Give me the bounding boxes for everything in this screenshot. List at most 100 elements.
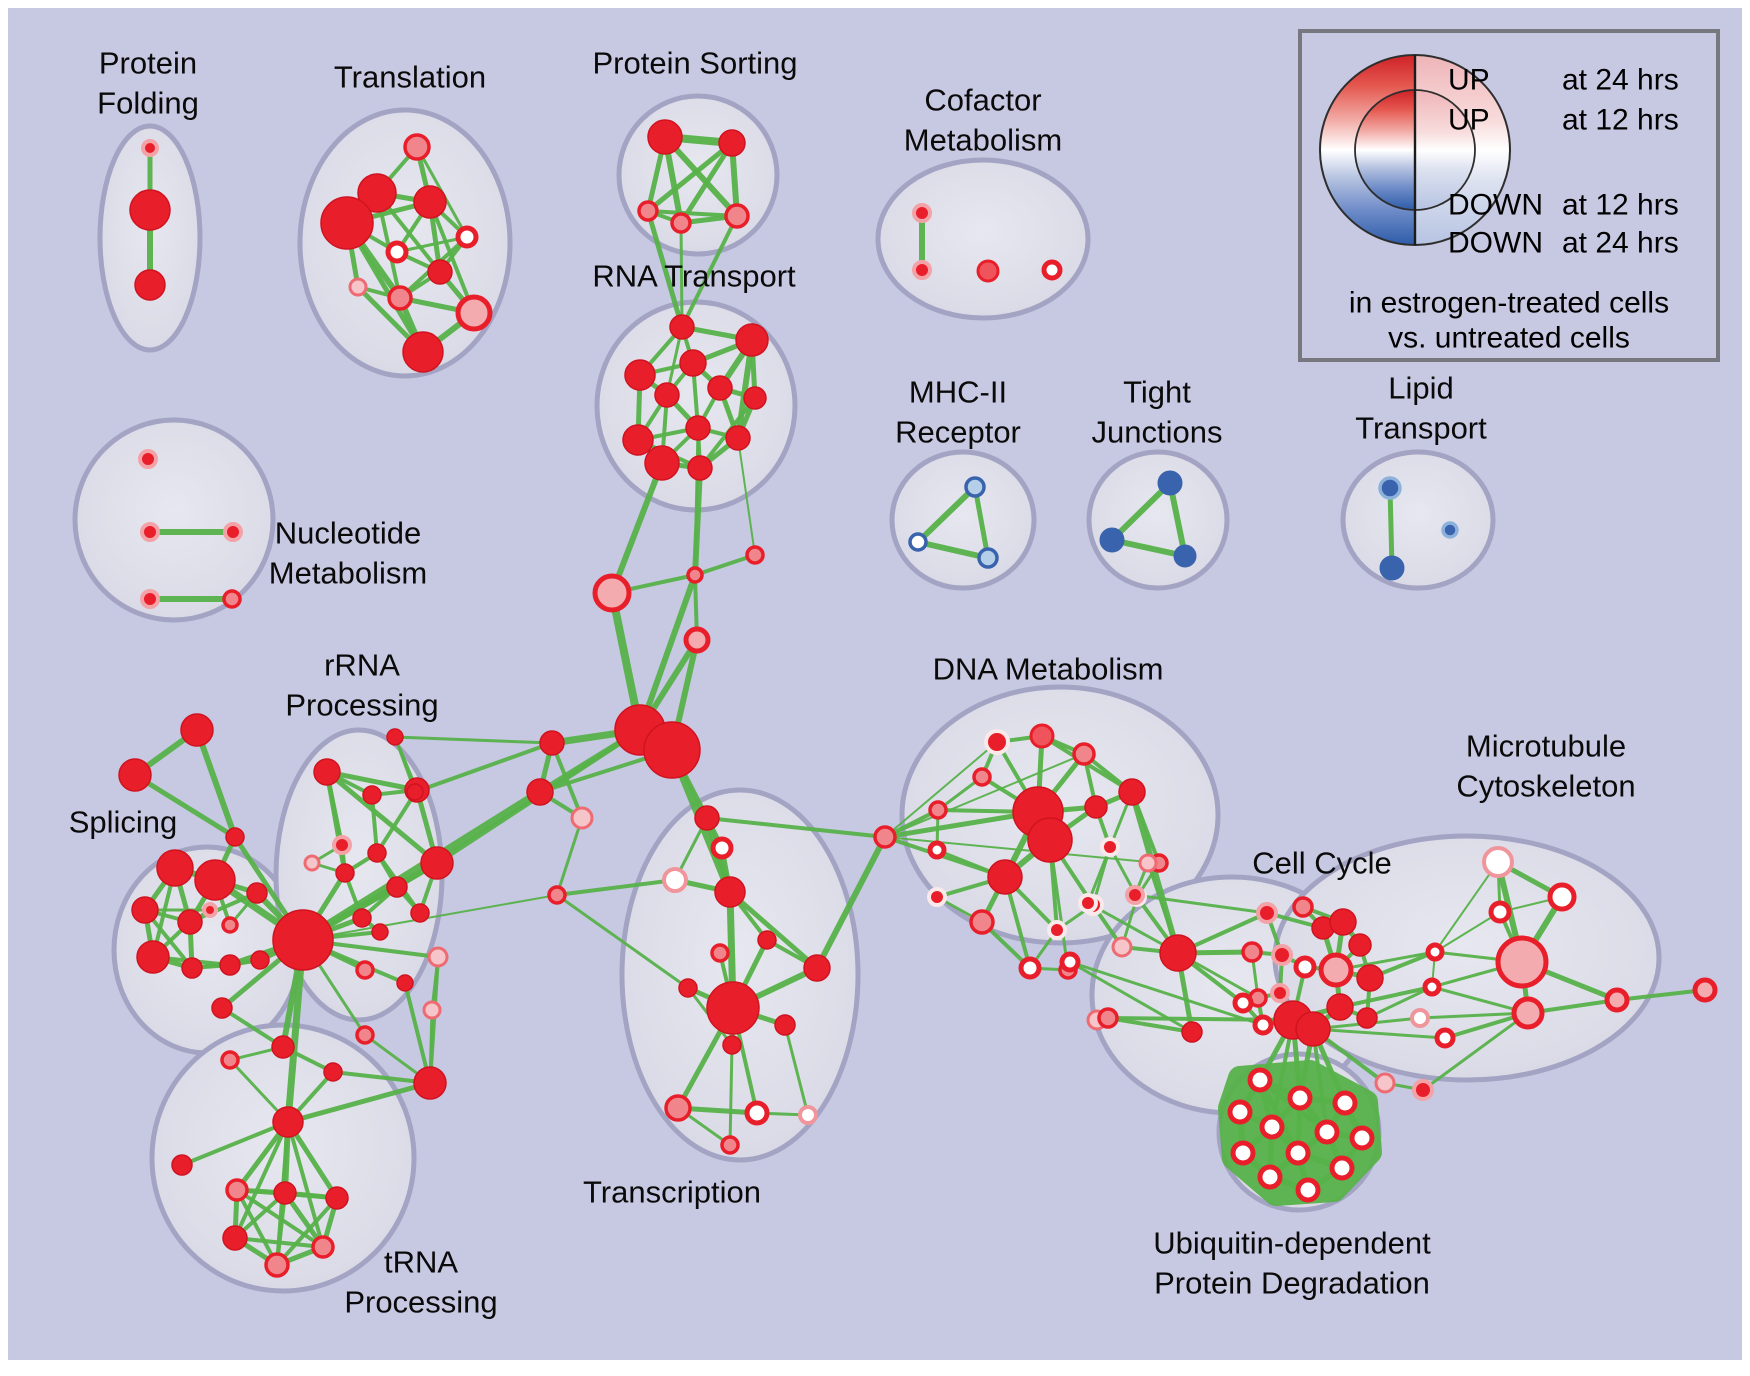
edge-mt5-mb2	[1430, 985, 1530, 1015]
edge-tr3-tr6	[275, 1196, 339, 1267]
gene-node-rt11	[644, 445, 680, 481]
gene-node-d17	[927, 887, 947, 907]
cluster-label-mhc-ii-receptor: MHC-II	[909, 375, 1007, 410]
gene-node-cc17	[1326, 993, 1354, 1021]
cluster-label-cofactor-metabolism: Cofactor	[924, 83, 1041, 118]
gene-node-d19	[1111, 936, 1133, 958]
gene-node-d9	[927, 840, 947, 860]
gene-node-rh	[272, 909, 334, 971]
gene-node-d18	[969, 909, 995, 935]
gene-node-rr16	[386, 728, 404, 746]
gene-node-rt8	[622, 424, 654, 456]
gene-node-t8	[348, 277, 368, 297]
gene-node-v6	[422, 1000, 442, 1020]
gene-node-b1	[964, 476, 986, 498]
gene-node-cc1	[1256, 902, 1278, 924]
gene-node-d11	[1027, 817, 1073, 863]
legend-row-time: at 12 hrs	[1562, 104, 1679, 137]
gene-node-rr17	[406, 783, 424, 801]
gene-node-q2	[710, 836, 734, 860]
gene-node-t10	[455, 294, 493, 332]
legend-row-level: UP	[1448, 104, 1490, 137]
gene-node-nm4	[140, 589, 160, 609]
gene-node-q11	[774, 1014, 796, 1036]
gene-node-rr13	[427, 946, 449, 968]
edge-g1-g3	[194, 727, 238, 840]
gene-node-cc26	[1138, 853, 1158, 873]
gene-node-c3	[976, 259, 1000, 283]
cluster-label-rna-transport: RNA Transport	[592, 259, 796, 294]
edge-mt1-mb1	[1434, 861, 1499, 953]
gene-node-rt12	[687, 455, 713, 481]
gene-node-d6	[1118, 778, 1146, 806]
gene-node-sp4	[177, 909, 203, 935]
gene-node-rt9	[685, 415, 711, 441]
cluster-label-lipid-transport: Lipid	[1388, 371, 1454, 406]
gene-node-u10	[1257, 1164, 1283, 1190]
gene-node-rt2	[735, 323, 769, 357]
gene-node-t2	[357, 173, 397, 213]
gene-node-u6	[1314, 1119, 1340, 1145]
gene-node-rr6	[335, 863, 355, 883]
edge-mt6-mt10	[1615, 988, 1707, 1002]
gene-node-q3	[662, 867, 688, 893]
gene-node-mt6	[1604, 987, 1630, 1013]
gene-node-q12	[722, 1035, 742, 1055]
gene-node-g3	[225, 827, 245, 847]
cluster-label-ubiquitin-degradation: Protein Degradation	[1154, 1266, 1430, 1301]
cluster-label-rrna-processing: Processing	[285, 688, 438, 723]
gene-node-v4	[323, 1062, 343, 1082]
legend-footer-line: vs. untreated cells	[1388, 322, 1630, 355]
cluster-label-microtubule-cytoskeleton: Cytoskeleton	[1456, 769, 1635, 804]
edge-m4-rh	[302, 894, 558, 941]
gene-node-s3	[637, 200, 659, 222]
gene-node-triso	[171, 1154, 193, 1176]
gene-node-u8	[1230, 1140, 1256, 1166]
legend-row-time: at 24 hrs	[1562, 64, 1679, 97]
gene-node-v2	[271, 1035, 295, 1059]
gene-node-t9	[387, 285, 413, 311]
gene-node-rt5	[707, 375, 733, 401]
edge-rt9-x1	[693, 426, 700, 577]
edge-s2-s3	[645, 140, 735, 214]
gene-node-mt10	[1692, 977, 1718, 1003]
edge-q4-q9	[727, 889, 820, 971]
cluster-label-tight-junctions: Tight	[1123, 375, 1191, 410]
gene-node-mt3	[1488, 900, 1512, 924]
edge-cc18-mb2	[1365, 985, 1434, 1020]
cluster-labels: Protein Folding Translation Protein Sorting…	[69, 46, 1636, 1320]
gene-node-cc18	[1356, 1007, 1378, 1029]
edge-cc17-mb2	[1338, 985, 1434, 1009]
edge-tr1-tr5	[235, 1188, 325, 1249]
gene-node-s1	[647, 119, 683, 155]
gene-node-t3	[320, 196, 374, 250]
gene-node-u9	[1285, 1140, 1311, 1166]
edge-q1-cn1	[705, 816, 887, 839]
gene-node-h2	[643, 721, 701, 779]
gene-node-tr3	[325, 1186, 349, 1210]
gene-node-u1	[1247, 1067, 1273, 1093]
gene-node-u4	[1227, 1099, 1253, 1125]
cluster-ellipse-mhc-ii-receptor	[889, 449, 1037, 591]
gene-node-rr2	[362, 785, 382, 805]
cluster-label-nucleotide-metabolism: Metabolism	[269, 556, 428, 591]
edge-trh-triso	[180, 1120, 290, 1167]
gene-node-mt4	[1495, 935, 1549, 989]
gene-node-tr4	[222, 1225, 248, 1251]
gene-node-m2	[526, 778, 554, 806]
gene-node-lt1	[1378, 476, 1402, 500]
edge-cc27-cc14	[1068, 960, 1265, 1027]
cluster-label-dna-metabolism: DNA Metabolism	[933, 652, 1164, 687]
cluster-label-trna-processing: Processing	[344, 1285, 497, 1320]
gene-node-rr7	[367, 843, 387, 863]
edge-m1-rr16	[393, 735, 554, 745]
edge-tj1-tj2	[1109, 480, 1173, 543]
gene-node-d4	[972, 767, 992, 787]
cluster-label-splicing: Splicing	[69, 805, 178, 840]
gene-node-u12	[1295, 1177, 1321, 1203]
edge-m3-m4	[555, 816, 584, 897]
gene-node-mt5	[1511, 996, 1545, 1030]
edge-b1-b3	[972, 484, 991, 561]
cluster-label-lipid-transport: Transport	[1355, 411, 1487, 446]
edge-mt8-cc16	[1311, 1027, 1447, 1040]
